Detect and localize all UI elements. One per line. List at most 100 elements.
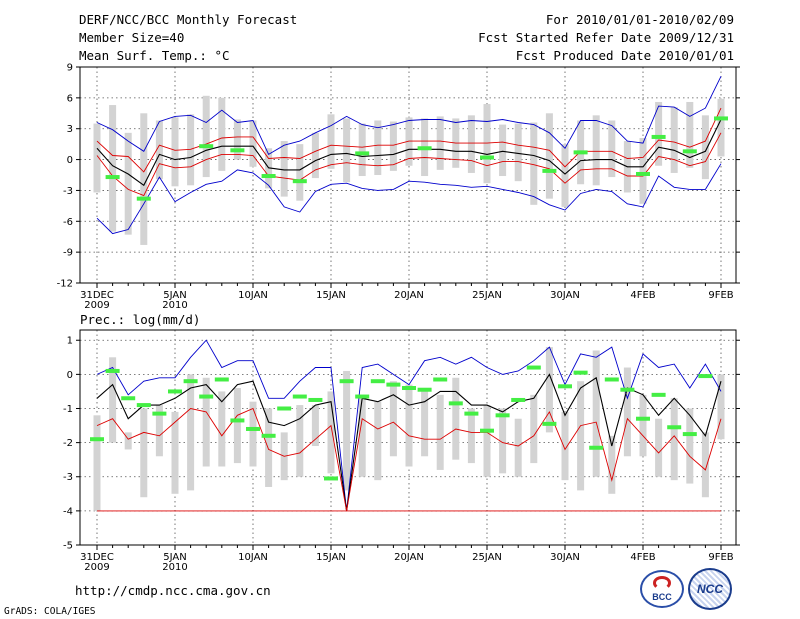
x-tick-label: 10JAN [238, 290, 268, 301]
ensemble-box [109, 105, 117, 232]
y-tick-label: 0 [67, 370, 73, 381]
observation-marker [448, 401, 463, 406]
x-tick-label: 5JAN [163, 552, 186, 563]
ensemble-box [93, 123, 101, 193]
y-tick-label: 3 [67, 124, 73, 135]
ensemble-box [467, 408, 475, 464]
y-tick-label: -6 [63, 217, 73, 228]
ensemble-box [405, 117, 413, 166]
x-tick-label: 25JAN [472, 290, 502, 301]
ensemble-box [436, 394, 444, 470]
ensemble-box [483, 104, 491, 184]
bcc-logo: BCC [640, 570, 684, 608]
y-tick-label: 0 [67, 155, 73, 166]
observation-marker [402, 386, 416, 391]
ensemble-box [296, 405, 304, 477]
ensemble-box [514, 123, 522, 182]
x-tick-label: 9FEB [708, 290, 733, 301]
observation-marker [370, 379, 385, 384]
ensemble-box [436, 116, 444, 170]
ensemble-box [374, 120, 382, 175]
observation-marker [199, 144, 214, 149]
observation-marker [480, 155, 494, 160]
x-tick-year: 2009 [84, 562, 109, 573]
series-ensemble-max [96, 76, 722, 156]
ensemble-box [592, 115, 600, 186]
observation-marker [682, 432, 697, 437]
observation-marker [682, 149, 697, 154]
ensemble-box [296, 144, 304, 201]
observation-marker [121, 396, 136, 401]
x-tick-label: 4FEB [630, 552, 655, 563]
ensemble-box [140, 113, 148, 245]
y-tick-label: 1 [67, 336, 73, 347]
observation-marker [183, 379, 198, 384]
observation-marker [230, 148, 245, 153]
ensemble-box [467, 115, 475, 173]
x-tick-label: 31DEC [80, 552, 114, 563]
observation-marker [589, 445, 604, 450]
ensemble-box [374, 401, 382, 481]
observation-marker [620, 387, 635, 392]
ensemble-box [655, 418, 663, 477]
ensemble-box [202, 95, 210, 178]
ensemble-box [608, 120, 616, 178]
x-tick-label: 31DEC [80, 290, 114, 301]
ensemble-box [155, 120, 163, 180]
series-ensemble-mean [96, 119, 722, 187]
observation-marker [355, 394, 370, 399]
ensemble-box [389, 121, 397, 171]
ensemble-box [639, 394, 647, 457]
ensemble-box [124, 132, 132, 235]
ncc-logo-text: NCC [697, 582, 723, 596]
observation-marker [136, 403, 151, 408]
observation-marker [90, 437, 104, 442]
website-url[interactable]: http://cmdp.ncc.cma.gov.cn [75, 583, 271, 598]
series-mean-spread [96, 132, 722, 197]
ensemble-box [608, 435, 616, 494]
series-ensemble-mean [96, 373, 722, 511]
y-tick-label: -3 [63, 186, 73, 197]
ensemble-box [233, 388, 241, 464]
plot-frame [79, 329, 737, 546]
ensemble-box [499, 408, 507, 474]
observation-marker [573, 370, 588, 375]
y-tick-label: -3 [63, 472, 73, 483]
precip-panel-title: Prec.: log(mm/d) [80, 312, 200, 327]
observation-marker [105, 175, 120, 180]
ensemble-box [655, 101, 663, 166]
y-tick-label: -4 [63, 506, 73, 517]
observation-marker [542, 168, 557, 173]
x-tick-label: 20JAN [394, 290, 424, 301]
observation-marker [339, 379, 354, 384]
ncc-logo: NCC [688, 568, 732, 610]
ensemble-box [358, 123, 366, 177]
observation-marker [526, 365, 541, 370]
series-ensemble-max [96, 339, 722, 511]
bcc-logo-mark [653, 576, 671, 590]
observation-marker [199, 394, 214, 399]
observation-marker [480, 428, 494, 433]
x-tick-label: 4FEB [630, 290, 655, 301]
x-tick-year: 2010 [162, 562, 187, 573]
ensemble-box [171, 411, 179, 494]
ensemble-box [311, 405, 319, 447]
ensemble-box [343, 118, 351, 183]
x-tick-label: 10JAN [238, 552, 268, 563]
ensemble-box [670, 107, 678, 173]
ensemble-box [545, 113, 553, 199]
observation-marker [417, 387, 432, 392]
observation-marker [152, 411, 167, 416]
chart-title: DERF/NCC/BCC Monthly Forecast [79, 12, 298, 27]
x-tick-label: 25JAN [472, 552, 502, 563]
observation-marker [495, 413, 510, 418]
ensemble-box [530, 394, 538, 464]
x-tick-label: 30JAN [550, 552, 580, 563]
ensemble-box [592, 350, 600, 477]
observation-marker [464, 411, 479, 416]
ensemble-box [218, 97, 226, 171]
x-tick-label: 20JAN [394, 552, 424, 563]
observation-marker [636, 416, 650, 421]
observation-marker [651, 134, 666, 139]
